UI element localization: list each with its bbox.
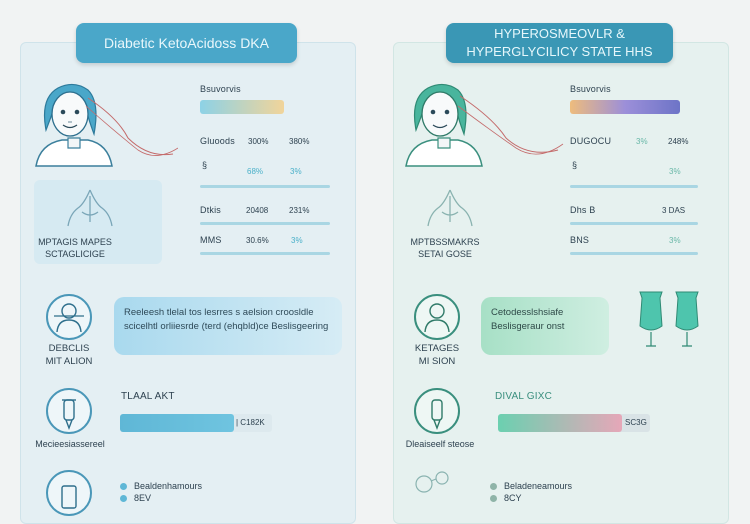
hhs-portrait-icon <box>405 83 564 167</box>
dka-divider-1 <box>200 185 330 188</box>
dka-divider-3 <box>200 252 330 255</box>
hhs-icon2-caption: Dleaiseelf steose <box>405 439 475 449</box>
hhs-row-2-label: § <box>572 160 578 170</box>
dka-figure-box <box>34 180 162 264</box>
dka-row-4-v2: 3% <box>291 236 303 245</box>
dka-info-card: Reeleesh tlelal tos lesrres s aelsion cr… <box>114 297 342 355</box>
hhs-divider-3 <box>570 252 698 255</box>
hhs-figure-caption-1: MPTBSSMAKRS <box>410 237 480 247</box>
dka-legend-dot-2 <box>120 495 127 502</box>
hhs-icon1-caption-2: MI SION <box>418 356 456 367</box>
dka-row-2-label: § <box>202 160 208 170</box>
dka-row-1-v1: 300% <box>248 137 269 146</box>
hhs-info-card: Cetodesslshsiafe Beslisgeraur onst <box>481 297 609 355</box>
hhs-legend-dot-2 <box>490 495 497 502</box>
hhs-legend-1: Beladeneamours <box>504 481 573 491</box>
dka-icon1-caption-2: MIT ALION <box>45 356 93 367</box>
dka-row-3-v2: 231% <box>289 206 310 215</box>
hhs-row-4-label: BNS <box>570 235 590 245</box>
hhs-row-3-v2: 3 DAS <box>662 206 686 215</box>
dka-row-2-v2: 3% <box>290 167 302 176</box>
dka-symptoms-label: Bsuvorvis <box>200 84 241 94</box>
dka-icon2-caption: Mecieesiassereel <box>35 439 105 449</box>
hhs-icon1-caption-1: KETAGES <box>414 343 460 354</box>
dka-icon1-caption-1: DEBCLIS <box>48 343 90 354</box>
dka-row-3-v1: 20408 <box>246 206 269 215</box>
hhs-title-line-2: HYPERGLYCILICY STATE HHS <box>466 44 653 59</box>
dka-row-4-v1: 30.6% <box>246 236 269 245</box>
hhs-syringe-circle <box>414 388 460 434</box>
dka-bar-fill <box>120 414 234 432</box>
hhs-title-line-1: HYPEROSMEOVLR & <box>494 26 625 41</box>
person-icon <box>54 303 84 333</box>
dka-figure-caption-1: MPTAGIS MAPES <box>38 237 112 247</box>
dka-bottle-circle <box>46 470 92 516</box>
dka-row-4-label: MMS <box>200 235 222 245</box>
dka-bar-value: | C182K <box>236 418 265 427</box>
iv-bag-icon <box>639 291 699 347</box>
dka-figure-caption: MPTAGIS MAPES SCTAGLICIGE <box>30 236 120 260</box>
hhs-figure-caption: MPTBSSMAKRS SETAI GOSE <box>400 236 490 260</box>
dka-icon1-caption: DEBCLIS MIT ALION <box>36 342 102 368</box>
hhs-icon1-caption: KETAGES MI SION <box>404 342 470 368</box>
hhs-symptoms-label: Bsuvorvis <box>570 84 611 94</box>
dka-syringe-circle <box>46 388 92 434</box>
hhs-molecule-icon <box>415 471 449 493</box>
hhs-row-4-v2: 3% <box>669 236 681 245</box>
hhs-figure-caption-2: SETAI GOSE <box>418 249 472 259</box>
hhs-patient-circle <box>414 294 460 340</box>
hhs-symptoms-bar <box>570 100 680 114</box>
hhs-row-1-label: DUGOCU <box>570 136 612 146</box>
dka-row-1-v2: 380% <box>289 137 310 146</box>
dka-legend-1: Bealdenhamours <box>134 481 203 491</box>
hhs-tlal-label: DIVAL GIXC <box>495 391 553 402</box>
hhs-legend-dot-1 <box>490 483 497 490</box>
hhs-person-icon <box>424 303 450 333</box>
hhs-bar-value: SC3G <box>625 418 647 427</box>
dka-tlal-label: TLAAL AKT <box>121 391 175 402</box>
hhs-title: HYPEROSMEOVLR & HYPERGLYCILICY STATE HHS <box>446 23 673 63</box>
bottle-icon <box>61 485 77 509</box>
hhs-vial-icon <box>431 399 443 430</box>
dka-row-1-label: Gluoods <box>200 136 235 146</box>
hhs-row-3-label: Dhs B <box>570 205 596 215</box>
dka-row-3-label: Dtkis <box>200 205 221 215</box>
hhs-organ-figure-icon <box>427 189 473 227</box>
patient-portrait-icon <box>35 83 178 167</box>
hhs-divider-2 <box>570 222 698 225</box>
dka-symptoms-bar <box>200 100 284 114</box>
hhs-legend-2: 8CY <box>504 493 522 503</box>
dka-divider-2 <box>200 222 330 225</box>
hhs-bar-fill <box>498 414 622 432</box>
dka-legend-dot-1 <box>120 483 127 490</box>
hhs-row-2-v2: 3% <box>669 167 681 176</box>
dka-legend-2: 8EV <box>134 493 152 503</box>
organ-figure-icon <box>67 189 113 227</box>
dka-row-2-v1: 68% <box>247 167 264 176</box>
dka-patient-circle <box>46 294 92 340</box>
hhs-row-1-v1: 3% <box>636 137 648 146</box>
vial-icon <box>62 399 76 430</box>
hhs-row-1-v2: 248% <box>668 137 689 146</box>
hhs-divider-1 <box>570 185 698 188</box>
dka-title: Diabetic KetoAcidoss DKA <box>76 23 297 63</box>
dka-figure-caption-2: SCTAGLICIGE <box>45 249 105 259</box>
